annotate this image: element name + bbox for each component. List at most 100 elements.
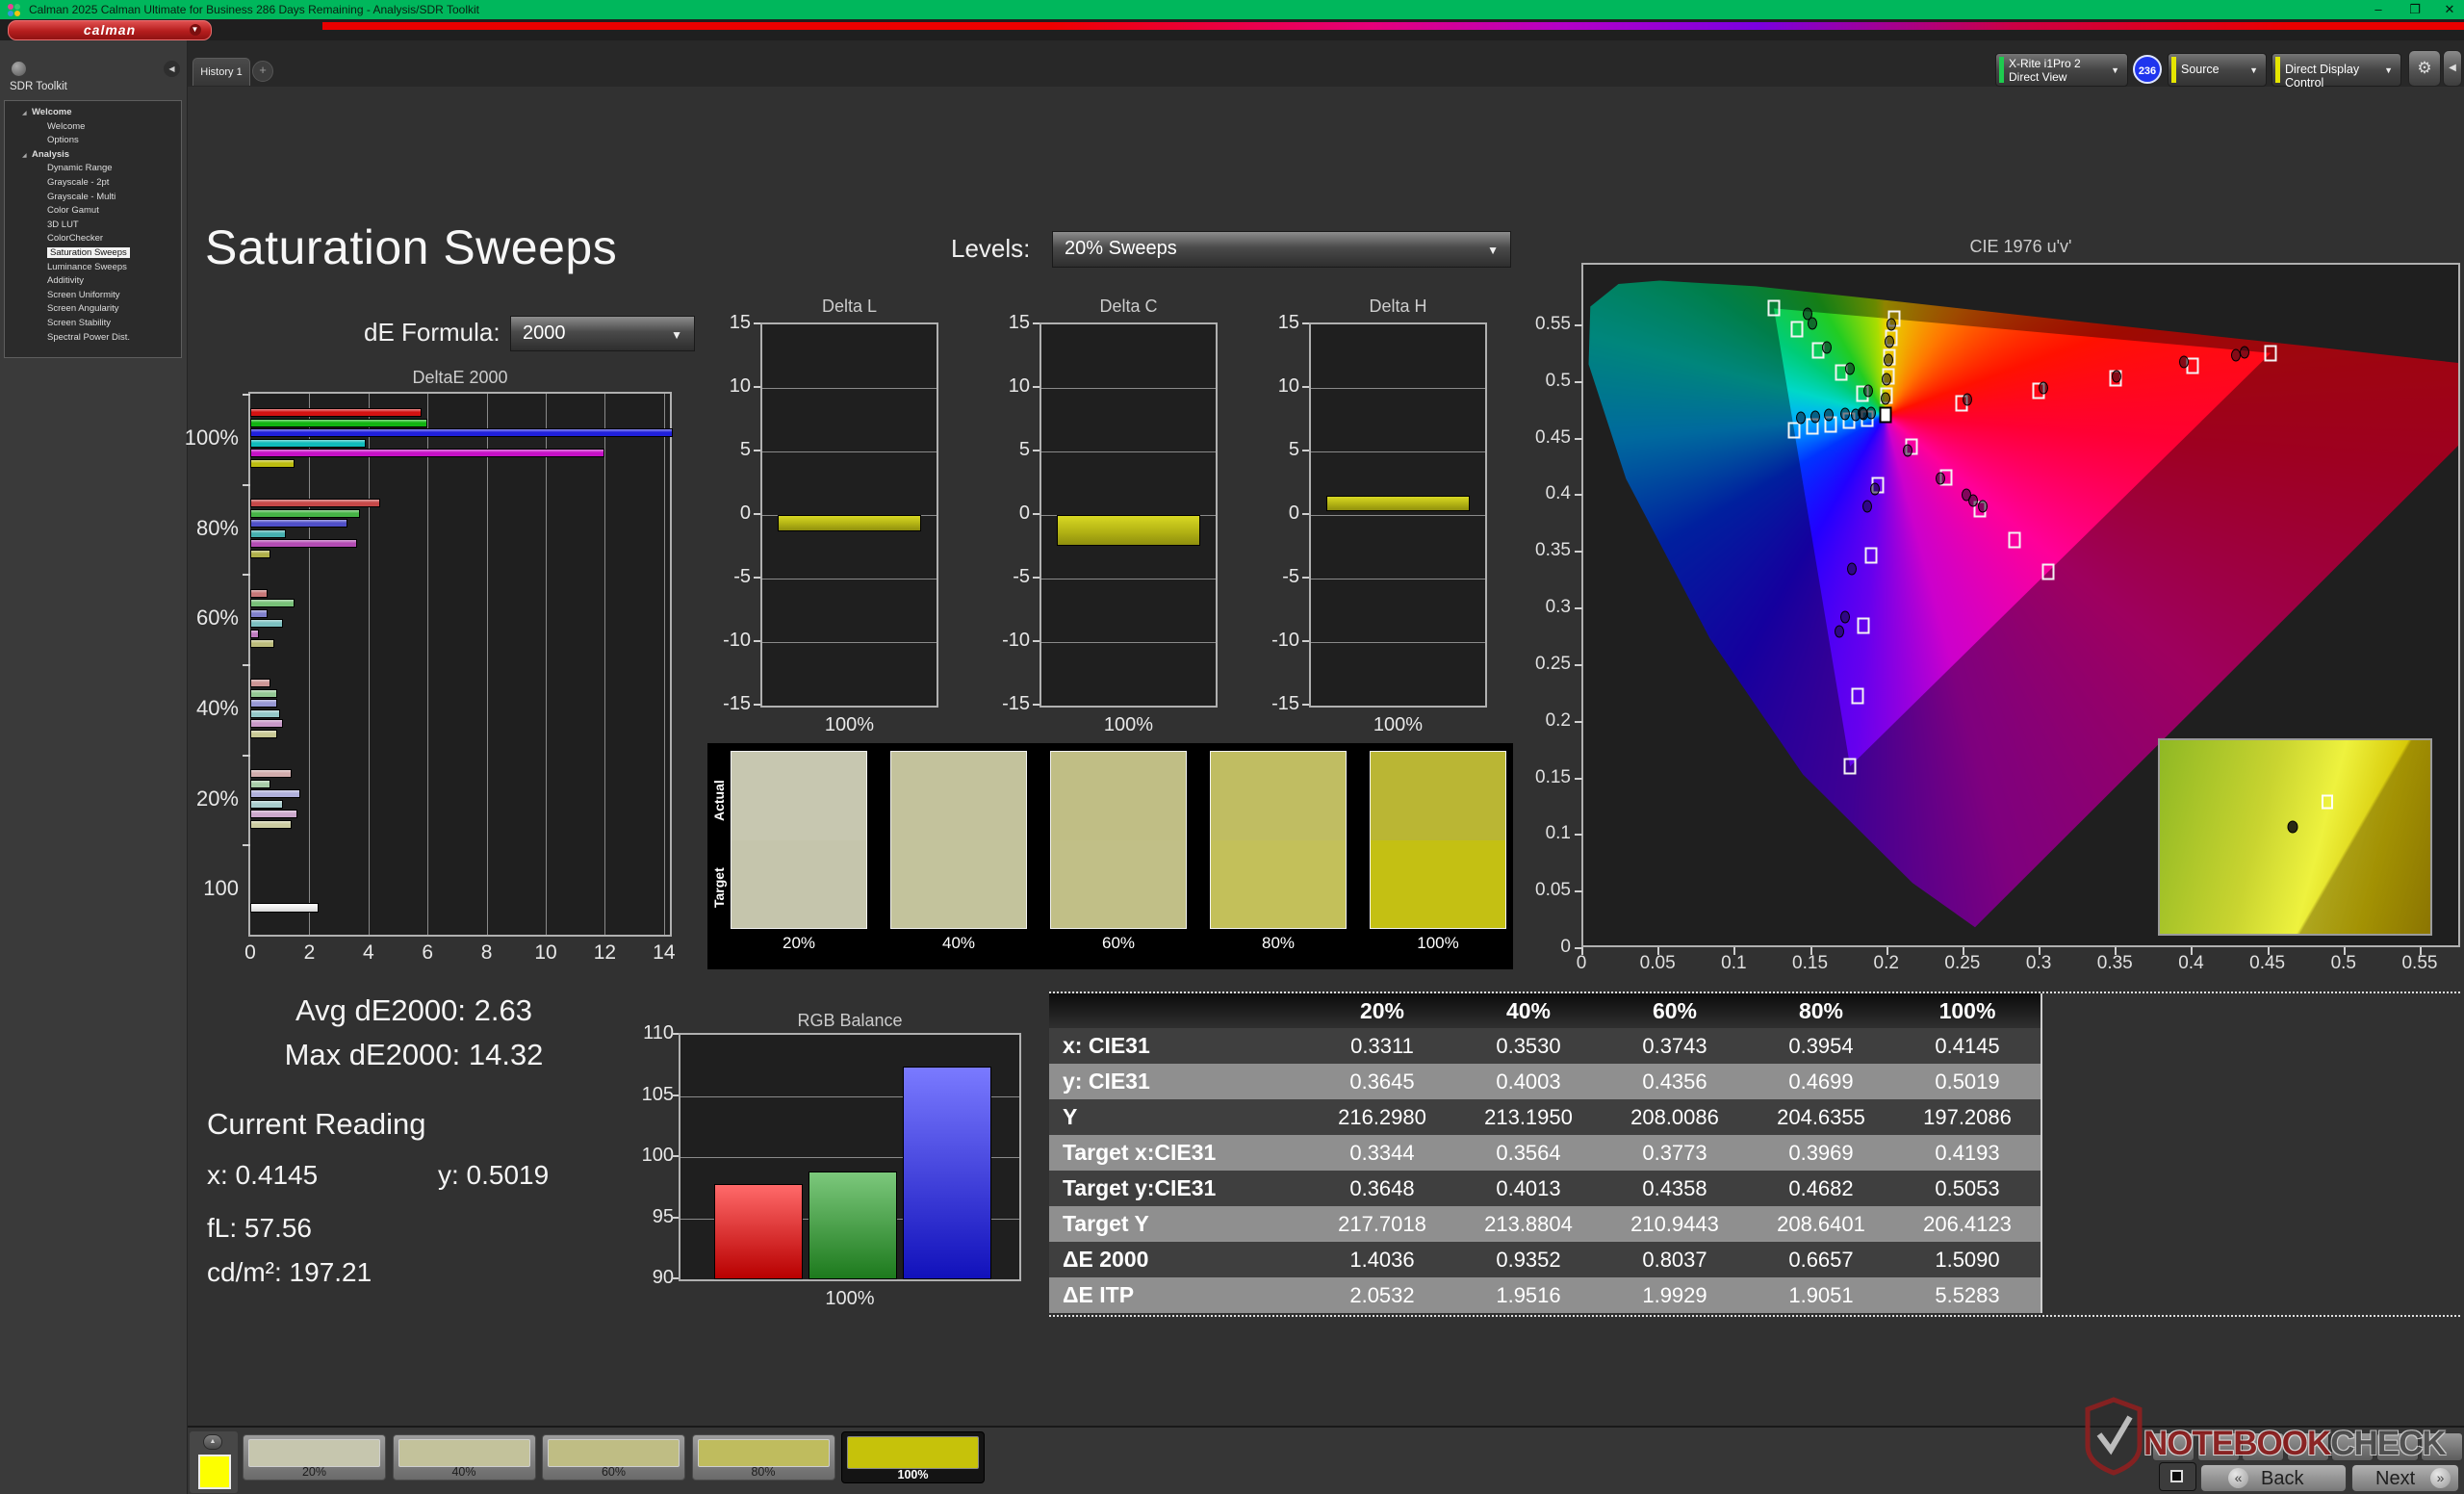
gear-icon[interactable]: ⚙ (2408, 50, 2441, 87)
sidebar-item-saturation-sweeps[interactable]: Saturation Sweeps (5, 246, 181, 261)
gridline (1041, 451, 1216, 452)
tab-history-1[interactable]: History 1 (192, 58, 250, 86)
pattern-card-100%[interactable]: 100% (841, 1431, 985, 1483)
axis-tick (1575, 663, 1582, 666)
mini-toolbar-button[interactable] (2152, 1432, 2194, 1461)
bar-green (250, 599, 295, 608)
back-button[interactable]: « Back (2200, 1464, 2347, 1492)
table-row: Target Y 217.7018 213.8804 210.9443 208.6401… (1049, 1206, 2040, 1242)
sidebar-item-luminance-sweeps[interactable]: Luminance Sweeps (5, 261, 181, 275)
pattern-chip (847, 1436, 979, 1469)
sidebar-item-screen-angularity[interactable]: Screen Angularity (5, 302, 181, 317)
group-label: 100 (203, 876, 239, 901)
chevron-down-icon: ▼ (1487, 244, 1499, 257)
sidebar-item-screen-uniformity[interactable]: Screen Uniformity (5, 289, 181, 303)
restore-button[interactable]: ❐ (2409, 2, 2421, 16)
stop-button[interactable] (2159, 1462, 2196, 1491)
bar-yellow (250, 458, 295, 468)
sidebar-item-welcome[interactable]: ◢ Welcome (5, 106, 181, 120)
sidebar-item-label: Analysis (32, 148, 70, 160)
axis-tick (2343, 947, 2346, 955)
next-button[interactable]: Next » (2351, 1464, 2459, 1492)
delta-bar (778, 515, 921, 532)
de-formula-value: 2000 (523, 322, 566, 344)
pattern-card-40%[interactable]: 40% (392, 1434, 536, 1481)
sidebar-item-spectral-power-dist-[interactable]: Spectral Power Dist. (5, 331, 181, 346)
bar-magenta (250, 539, 357, 548)
close-button[interactable]: ✕ (2444, 2, 2455, 16)
tree-expander-icon[interactable]: ◢ (22, 111, 27, 116)
x-tick-label: 12 (593, 941, 617, 964)
sidebar-item-welcome[interactable]: Welcome (5, 120, 181, 135)
axis-tick (1810, 947, 1812, 955)
mini-toolbar-button[interactable] (2375, 1432, 2419, 1461)
gridline (680, 1095, 1019, 1097)
mini-toolbar-button[interactable] (2331, 1432, 2374, 1461)
current-pattern-swatch[interactable] (198, 1455, 231, 1489)
mini-toolbar-button[interactable] (2242, 1432, 2284, 1461)
bar-cyan (250, 708, 280, 718)
bar-blue (250, 428, 674, 438)
actual-label: Actual (711, 780, 727, 822)
sidebar-item-options[interactable]: Options (5, 134, 181, 148)
mini-toolbar-button[interactable] (2196, 1432, 2240, 1461)
gridline (762, 579, 937, 580)
table-value: 213.1950 (1484, 1104, 1573, 1129)
sidebar-collapse-button[interactable]: ◀ (164, 61, 180, 77)
sidebar-item-colorchecker[interactable]: ColorChecker (5, 232, 181, 246)
levels-label: Levels: (951, 234, 1031, 263)
axis-tick (2191, 947, 2194, 955)
inset-target-marker (2322, 794, 2334, 810)
cie-target-marker (1767, 299, 1781, 317)
chevron-up-icon[interactable]: ▲ (203, 1434, 222, 1450)
bar-blue (903, 1067, 991, 1279)
mini-toolbar-button[interactable] (2286, 1432, 2329, 1461)
sidebar-item-dynamic-range[interactable]: Dynamic Range (5, 162, 181, 176)
gridline (486, 394, 488, 935)
group-label: 20% (195, 786, 239, 811)
pattern-card-60%[interactable]: 60% (542, 1434, 685, 1481)
bar-cyan (250, 619, 283, 629)
compare-swatch-80% (1210, 751, 1347, 929)
cie-target-marker (2186, 357, 2199, 374)
sidebar-item-analysis[interactable]: ◢ Analysis (5, 148, 181, 163)
bar-yellow (250, 549, 271, 558)
source-dropdown[interactable]: Source ▼ (2168, 53, 2267, 87)
cie-target-marker (2264, 345, 2277, 362)
sidebar-item-label: 3D LUT (47, 219, 79, 230)
table-header-row: 20% 40% 60% 80% 100% (1049, 993, 2040, 1028)
gridline (762, 451, 937, 452)
meter-count-badge[interactable]: 236 (2133, 55, 2162, 84)
y-tick-label: 90 (652, 1267, 674, 1288)
sidebar-item-grayscale-multi[interactable]: Grayscale - Multi (5, 191, 181, 205)
tree-expander-icon[interactable]: ◢ (22, 152, 27, 159)
sidebar-item-3d-lut[interactable]: 3D LUT (5, 219, 181, 233)
sidebar-status-icon[interactable] (12, 62, 26, 76)
sidebar-item-screen-stability[interactable]: Screen Stability (5, 317, 181, 331)
pattern-card-20%[interactable]: 20% (243, 1434, 386, 1481)
minimize-button[interactable]: – (2374, 2, 2382, 16)
compare-swatch-label: 100% (1417, 934, 1459, 952)
sidebar-item-additivity[interactable]: Additivity (5, 274, 181, 289)
pattern-card-80%[interactable]: 80% (691, 1434, 835, 1481)
calman-logo-button[interactable]: calman ▼ (8, 20, 212, 40)
table-value: 2.0532 (1349, 1282, 1415, 1307)
meter-dropdown[interactable]: X-Rite i1Pro 2 Direct View ▼ (1995, 53, 2128, 87)
axis-tick (1302, 386, 1309, 388)
sidebar-item-color-gamut[interactable]: Color Gamut (5, 204, 181, 219)
display-control-dropdown[interactable]: Direct Display Control ▼ (2272, 53, 2401, 90)
cie-measured-marker (1935, 472, 1945, 485)
mini-toolbar-button[interactable] (2421, 1432, 2463, 1461)
add-tab-button[interactable]: + (252, 61, 273, 82)
axis-tick (1302, 577, 1309, 579)
cie-measured-marker (1823, 408, 1834, 422)
target-swatch (1051, 839, 1186, 928)
bar-magenta (250, 719, 283, 729)
collapse-panel-button[interactable]: ◀ (2443, 50, 2462, 87)
levels-select[interactable]: 20% Sweeps ▼ (1052, 231, 1511, 268)
table-value: 208.6401 (1777, 1211, 1865, 1236)
sidebar-item-grayscale-2pt[interactable]: Grayscale - 2pt (5, 176, 181, 191)
table-value: 1.5090 (1935, 1247, 2000, 1272)
de-formula-select[interactable]: 2000 ▼ (510, 316, 695, 351)
table-row: Target x:CIE31 0.3344 0.3564 0.3773 0.3969 0.… (1049, 1135, 2040, 1171)
